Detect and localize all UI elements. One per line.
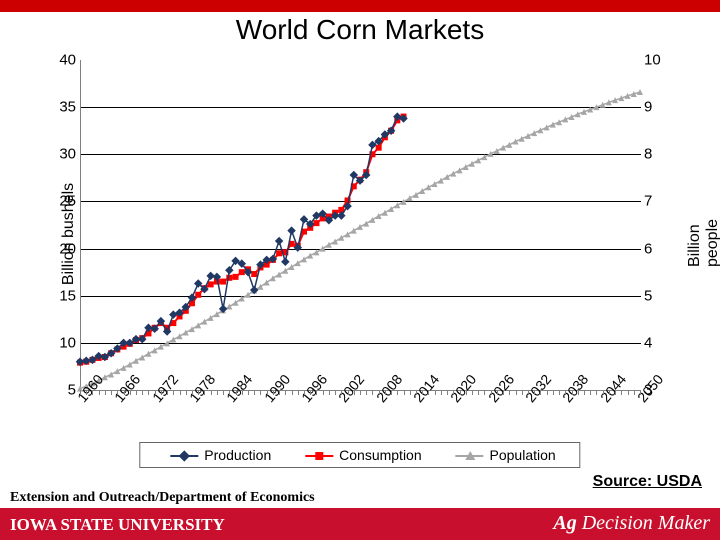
brand-wordmark: Ag Decision Maker [553, 512, 710, 535]
source-label: Source: USDA [593, 473, 702, 491]
header-accent-bar [0, 0, 720, 12]
department-label: Extension and Outreach/Department of Eco… [10, 490, 315, 506]
chart-title: World Corn Markets [0, 14, 720, 46]
legend-item-consumption: Consumption [293, 447, 431, 463]
legend-item-production: Production [158, 447, 281, 463]
university-wordmark: IOWA STATE UNIVERSITY [10, 515, 225, 535]
footer-bar: IOWA STATE UNIVERSITY Ag Decision Maker [0, 508, 720, 540]
chart-legend: Production Consumption Population [139, 442, 580, 468]
right-axis-label: Billion people [686, 219, 720, 267]
chart-container: Billion bushels Billion people 510152025… [0, 50, 720, 450]
legend-item-population: Population [444, 447, 562, 463]
chart-series-svg [80, 60, 640, 390]
